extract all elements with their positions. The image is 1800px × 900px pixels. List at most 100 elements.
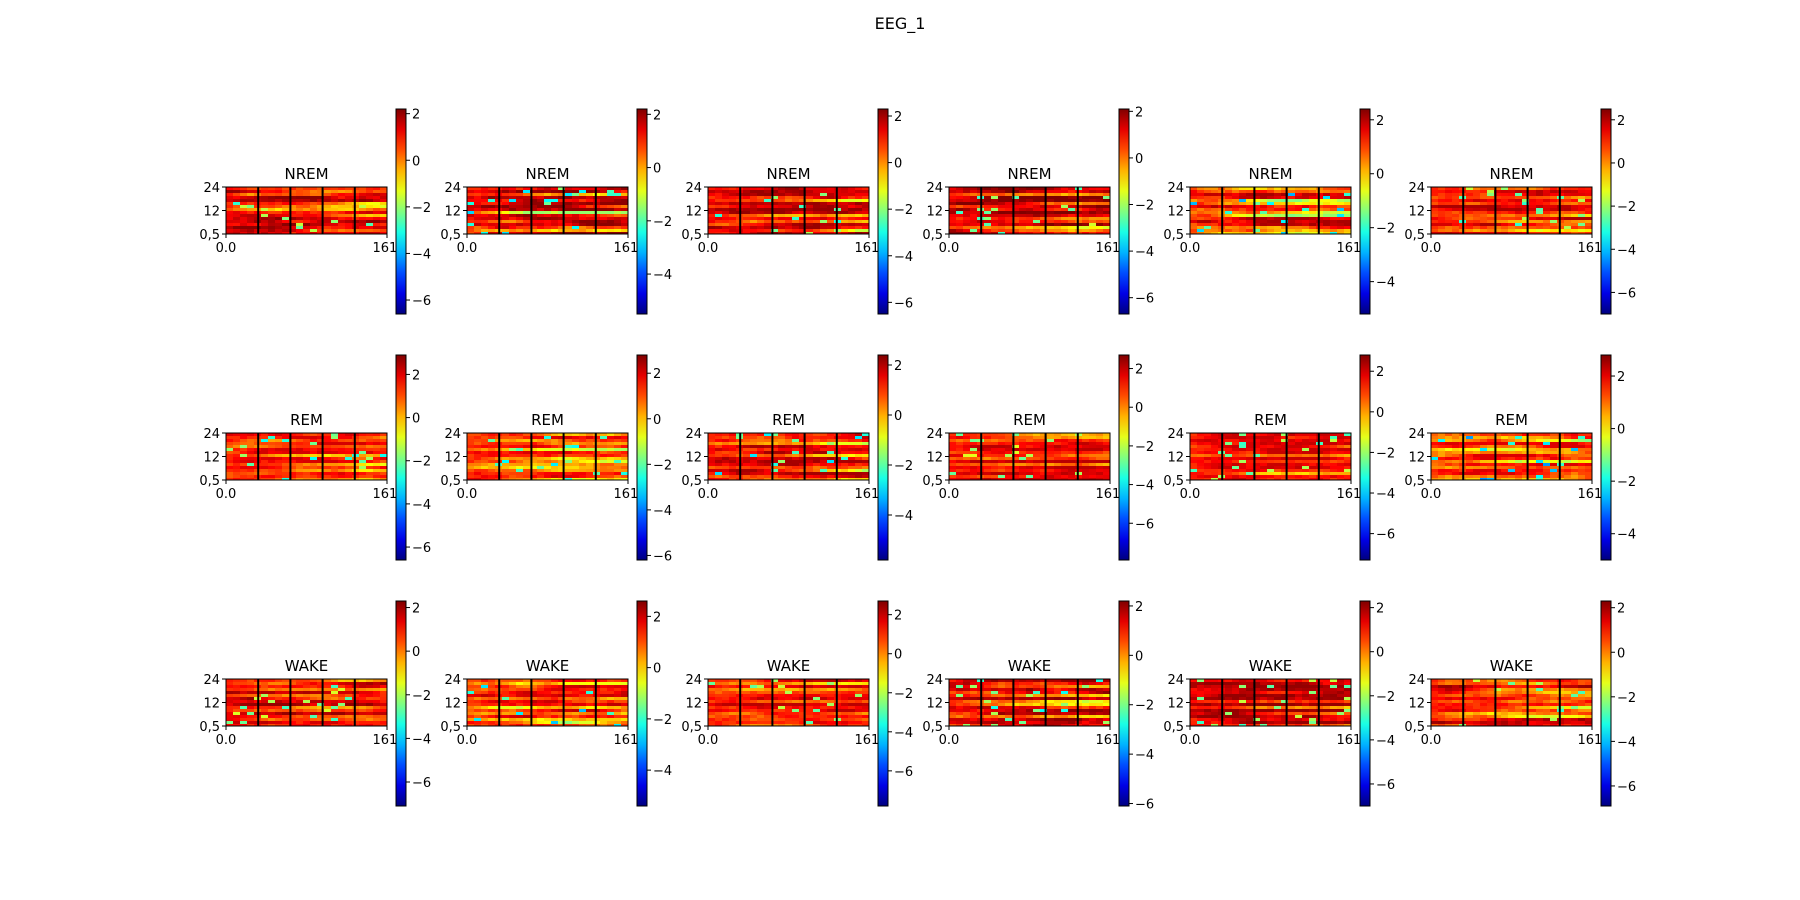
heatmap-cell: [1578, 232, 1585, 234]
heatmap-cell: [1047, 229, 1054, 232]
heatmap-cell: [1054, 202, 1061, 205]
heatmap-cell: [743, 457, 750, 460]
heatmap-cell: [275, 199, 282, 202]
heatmap-cell: [1585, 205, 1592, 208]
heatmap-cell: [1344, 442, 1351, 445]
heatmap-cell: [813, 433, 820, 436]
heatmap-cell: [1295, 214, 1302, 217]
heatmap-cell: [813, 202, 820, 205]
heatmap-cell: [359, 700, 366, 703]
heatmap-cell: [282, 226, 289, 229]
x-tick-label: 0.0: [1421, 487, 1442, 502]
heatmap-cell: [380, 697, 387, 700]
heatmap-cell: [1323, 478, 1330, 480]
heatmap-cell: [481, 196, 488, 199]
heatmap-cell: [1089, 439, 1096, 442]
heatmap-cell: [488, 223, 495, 226]
heatmap-cell: [785, 190, 792, 193]
colorbar-tick-label: −4: [894, 509, 913, 524]
heatmap-cell: [338, 460, 345, 463]
heatmap-cell: [827, 445, 834, 448]
heatmap-cell: [345, 193, 352, 196]
heatmap-cell: [373, 694, 380, 697]
heatmap-cell: [516, 466, 523, 469]
heatmap-cell: [1452, 217, 1459, 220]
heatmap-cell: [289, 445, 296, 448]
heatmap-cell: [565, 445, 572, 448]
heatmap-cell: [289, 433, 296, 436]
heatmap-cell: [792, 472, 799, 475]
y-tick-label: 24: [1408, 427, 1425, 442]
heatmap-cell: [715, 433, 722, 436]
colorbar-tick-label: 0: [894, 409, 902, 424]
heatmap-cell: [530, 439, 537, 442]
heatmap-cell: [1295, 445, 1302, 448]
heatmap-cell: [1005, 466, 1012, 469]
heatmap-cell: [1225, 205, 1232, 208]
heatmap-cell: [1337, 469, 1344, 472]
heatmap-cell: [366, 475, 373, 478]
heatmap-cell: [261, 448, 268, 451]
heatmap-cell: [1344, 451, 1351, 454]
heatmap-cell: [1571, 211, 1578, 214]
heatmap-cell: [488, 439, 495, 442]
heatmap-cell: [848, 220, 855, 223]
heatmap-cell: [1026, 460, 1033, 463]
heatmap-cell: [240, 193, 247, 196]
heatmap-cell: [586, 199, 593, 202]
heatmap-cell: [1515, 229, 1522, 232]
heatmap-cell: [841, 469, 848, 472]
heatmap-cell: [1564, 193, 1571, 196]
heatmap-cell: [509, 223, 516, 226]
heatmap-cell: [984, 229, 991, 232]
heatmap-cell: [1040, 205, 1047, 208]
heatmap-cell: [806, 202, 813, 205]
heatmap-cell: [1026, 439, 1033, 442]
heatmap-cell: [296, 691, 303, 694]
heatmap-cell: [600, 205, 607, 208]
heatmap-cell: [1260, 439, 1267, 442]
heatmap-cell: [799, 463, 806, 466]
heatmap-cell: [537, 211, 544, 214]
heatmap-cell: [296, 445, 303, 448]
heatmap-cell: [366, 469, 373, 472]
heatmap-cell: [1543, 472, 1550, 475]
heatmap-cell: [240, 703, 247, 706]
heatmap-cell: [1061, 442, 1068, 445]
heatmap-cell: [467, 445, 474, 448]
heatmap-cell: [764, 472, 771, 475]
heatmap-cell: [310, 706, 317, 709]
heatmap-cell: [862, 205, 869, 208]
heatmap-cell: [317, 217, 324, 220]
heatmap-cell: [1288, 229, 1295, 232]
heatmap-cell: [1096, 229, 1103, 232]
heatmap-cell: [324, 232, 331, 234]
heatmap-cell: [1047, 214, 1054, 217]
heatmap-cell: [586, 211, 593, 214]
heatmap-cell: [820, 436, 827, 439]
heatmap-cell: [715, 460, 722, 463]
heatmap-cell: [1012, 472, 1019, 475]
heatmap-cell: [956, 196, 963, 199]
heatmap-cell: [963, 460, 970, 463]
heatmap-cell: [799, 196, 806, 199]
heatmap-cell: [1033, 433, 1040, 436]
heatmap-cell: [792, 223, 799, 226]
heatmap-cell: [1033, 223, 1040, 226]
heatmap-cell: [551, 475, 558, 478]
heatmap-cell: [757, 439, 764, 442]
heatmap-cell: [1543, 211, 1550, 214]
heatmap-cell: [1253, 466, 1260, 469]
heatmap-cell: [799, 211, 806, 214]
heatmap-cell: [729, 187, 736, 190]
heatmap-cell: [1267, 229, 1274, 232]
heatmap-cell: [488, 463, 495, 466]
heatmap-cell: [1452, 478, 1459, 480]
heatmap-cell: [488, 433, 495, 436]
heatmap-cell: [586, 220, 593, 223]
heatmap-cell: [1054, 232, 1061, 234]
heatmap-cell: [970, 472, 977, 475]
heatmap-cell: [1061, 208, 1068, 211]
heatmap-cell: [1089, 190, 1096, 193]
heatmap-cell: [1501, 451, 1508, 454]
